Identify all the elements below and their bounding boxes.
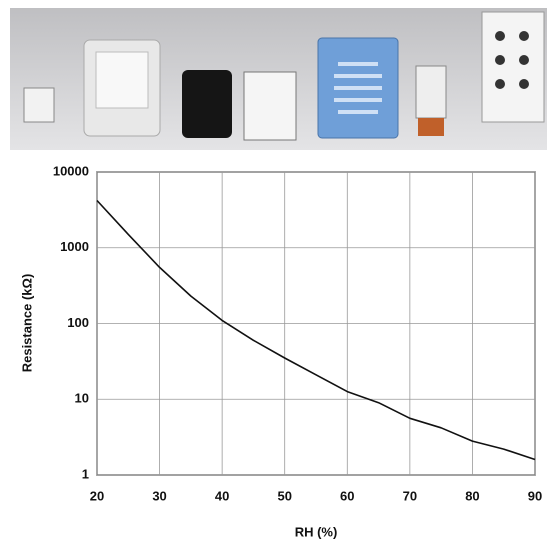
y-axis-label: Resistance (kΩ): [19, 274, 34, 373]
curve: [97, 201, 535, 460]
y-tick-label: 10000: [53, 163, 89, 178]
x-tick-label: 50: [277, 488, 291, 503]
x-axis-label: RH (%): [295, 524, 338, 539]
x-tick-label: 70: [403, 488, 417, 503]
x-tick-label: 40: [215, 488, 229, 503]
x-tick-label: 30: [152, 488, 166, 503]
x-tick-label: 60: [340, 488, 354, 503]
y-tick-label: 1: [82, 466, 89, 481]
y-tick-label: 1000: [60, 239, 89, 254]
x-tick-label: 20: [90, 488, 104, 503]
x-tick-label: 80: [465, 488, 479, 503]
sensor-photo: [10, 8, 547, 150]
x-tick-label: 90: [528, 488, 542, 503]
y-tick-label: 100: [67, 315, 89, 330]
page: RH (%) Resistance (kΩ) 1 10 100 1000 10000 20…: [0, 0, 549, 544]
y-tick-label: 10: [75, 391, 89, 406]
